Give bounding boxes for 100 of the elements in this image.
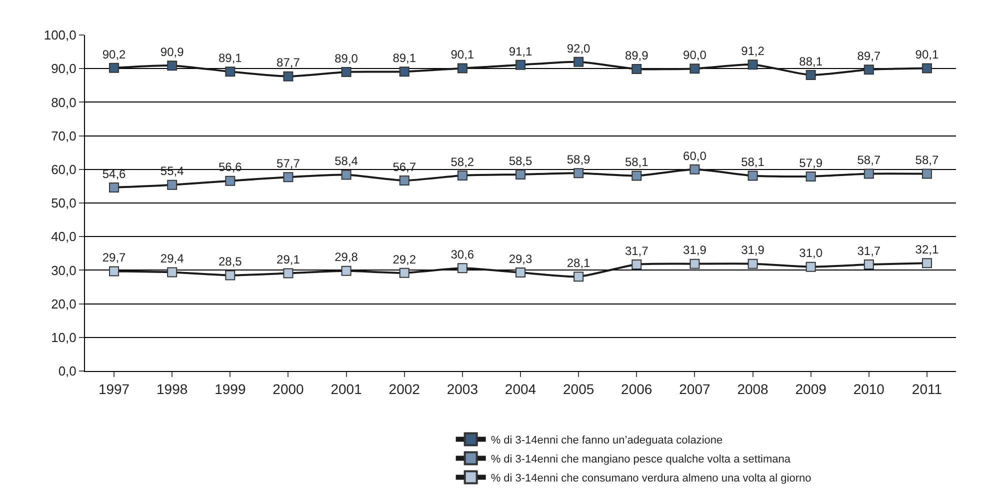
point xyxy=(864,168,874,179)
point xyxy=(167,180,178,190)
data-label: 31,7 xyxy=(624,244,649,258)
data-label: 28,5 xyxy=(218,254,242,269)
point xyxy=(516,169,526,180)
point xyxy=(341,170,352,180)
data-label: 58,4 xyxy=(334,154,358,168)
data-label: 90,1 xyxy=(915,48,939,62)
data-label: 31,9 xyxy=(741,243,765,258)
point xyxy=(690,64,700,74)
point xyxy=(109,182,120,193)
data-label: 58,1 xyxy=(741,155,765,170)
point xyxy=(341,66,352,77)
data-label: 29,3 xyxy=(508,252,532,266)
point xyxy=(516,268,526,278)
point xyxy=(748,60,758,70)
data-label: 89,1 xyxy=(218,50,242,65)
data-label: 91,1 xyxy=(508,44,532,58)
data-label: 29,8 xyxy=(334,250,358,264)
x-tick-label: 2000 xyxy=(272,380,304,397)
point xyxy=(632,170,642,181)
data-label: 32,1 xyxy=(915,242,939,257)
point xyxy=(574,272,584,282)
point xyxy=(632,64,642,74)
point xyxy=(109,266,120,276)
data-label: 57,9 xyxy=(799,156,823,170)
point xyxy=(806,262,816,272)
x-tick-label: 2009 xyxy=(795,380,827,397)
x-tick-label: 2005 xyxy=(562,380,594,397)
point xyxy=(922,63,932,74)
data-label: 87,7 xyxy=(276,56,300,70)
data-label: 60,0 xyxy=(683,148,707,163)
y-tick-label: 50,0 xyxy=(51,196,76,211)
point xyxy=(922,168,932,179)
x-tick-label: 1999 xyxy=(214,380,246,397)
legend-label: % di 3-14enni che fanno un’adeguata colazione xyxy=(490,434,723,447)
data-label: 29,1 xyxy=(276,252,300,267)
data-label: 90,2 xyxy=(102,47,126,62)
data-label: 58,2 xyxy=(450,154,474,169)
point xyxy=(283,71,294,82)
point xyxy=(748,170,758,181)
point xyxy=(399,66,410,77)
x-tick-label: 2008 xyxy=(737,380,769,397)
point xyxy=(690,164,700,174)
x-tick-label: 2011 xyxy=(912,380,942,397)
point xyxy=(574,168,584,178)
data-label: 90,1 xyxy=(450,48,474,62)
y-tick-label: 10,0 xyxy=(51,330,76,345)
x-tick-label: 2004 xyxy=(504,380,536,397)
data-label: 90,0 xyxy=(683,48,707,62)
data-label: 92,0 xyxy=(566,41,591,56)
point xyxy=(167,60,178,71)
y-tick-label: 30,0 xyxy=(51,262,76,278)
data-label: 89,7 xyxy=(857,48,881,63)
y-tick-label: 70,0 xyxy=(51,128,76,144)
y-tick-label: 0,0 xyxy=(58,364,76,379)
point xyxy=(225,176,236,186)
data-label: 29,7 xyxy=(102,250,126,265)
point xyxy=(283,172,294,182)
data-label: 58,7 xyxy=(857,153,881,168)
y-tick-label: 80,0 xyxy=(51,94,76,110)
x-tick-label: 2001 xyxy=(330,380,362,397)
point xyxy=(574,56,584,67)
point xyxy=(864,64,874,75)
y-tick-label: 20,0 xyxy=(51,296,76,312)
data-label: 54,6 xyxy=(102,166,126,181)
x-tick-label: 2010 xyxy=(853,380,885,397)
point xyxy=(690,258,700,269)
point xyxy=(806,70,816,80)
point xyxy=(457,63,468,74)
point xyxy=(806,171,816,182)
x-tick-label: 2003 xyxy=(446,380,478,397)
x-tick-label: 2002 xyxy=(388,380,420,397)
data-label: 58,5 xyxy=(508,154,532,168)
y-tick-label: 40,0 xyxy=(51,229,76,244)
point xyxy=(399,268,410,278)
point xyxy=(632,259,642,270)
point xyxy=(167,267,178,278)
data-label: 29,2 xyxy=(392,252,416,266)
point xyxy=(341,266,352,276)
legend-label: % di 3-14enni che mangiano pesce qualche volta a settimana xyxy=(490,454,792,466)
x-tick-label: 2006 xyxy=(621,380,652,397)
data-label: 30,6 xyxy=(450,248,474,262)
data-label: 91,2 xyxy=(741,44,765,58)
x-tick-label: 2007 xyxy=(679,380,710,397)
data-label: 58,1 xyxy=(624,155,649,170)
point xyxy=(922,258,932,268)
data-label: 89,0 xyxy=(334,51,358,66)
point xyxy=(457,170,468,180)
point xyxy=(748,258,758,269)
data-label: 31,9 xyxy=(683,243,707,258)
point xyxy=(283,268,294,278)
point xyxy=(516,60,526,70)
y-tick-label: 100,0 xyxy=(44,28,76,43)
data-label: 88,1 xyxy=(799,54,823,68)
x-tick-label: 1998 xyxy=(156,380,188,397)
point xyxy=(225,66,236,77)
data-label: 28,1 xyxy=(566,256,591,270)
data-label: 58,7 xyxy=(915,153,939,168)
point xyxy=(225,270,236,280)
